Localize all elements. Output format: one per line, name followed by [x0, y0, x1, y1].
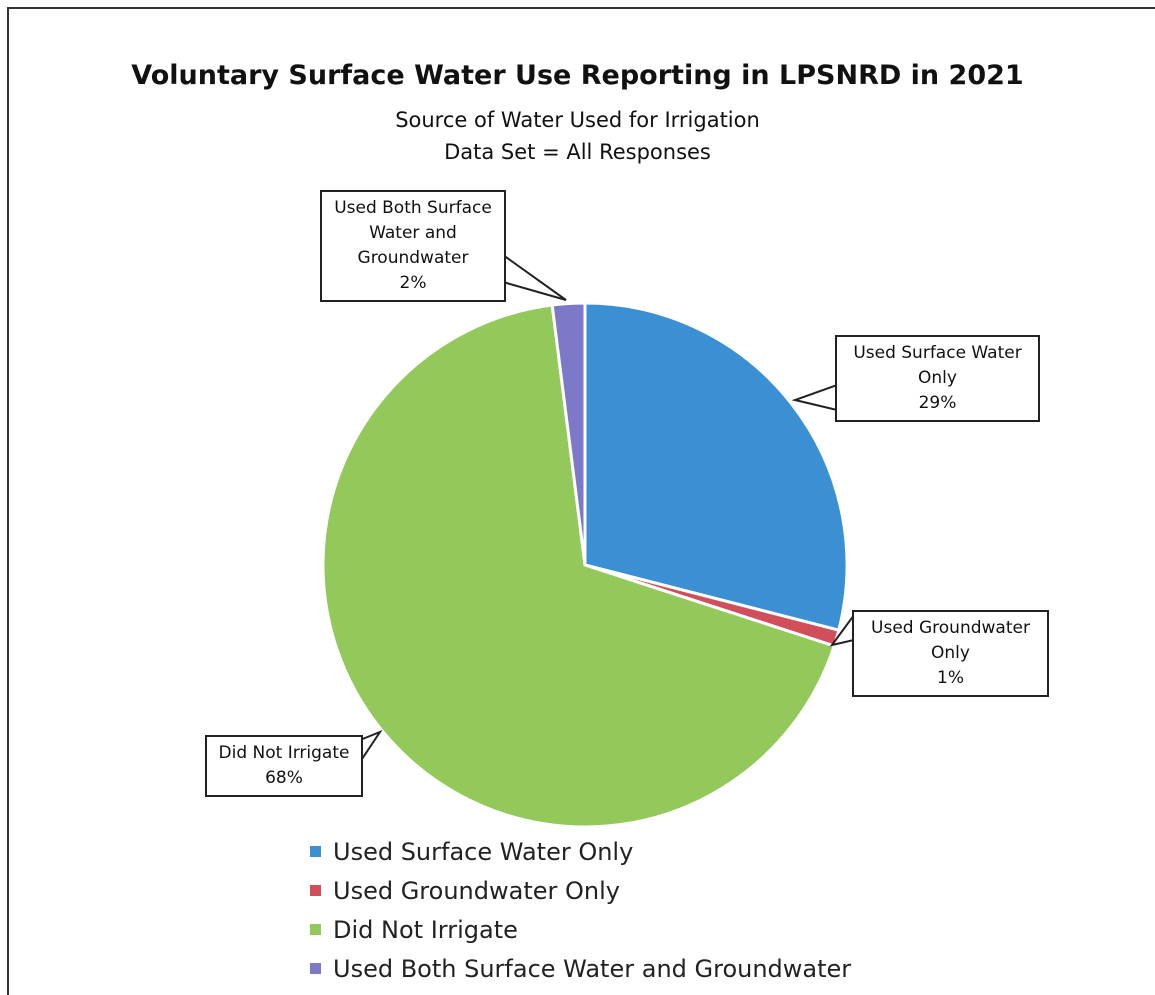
legend-item: Did Not Irrigate [310, 916, 518, 944]
callout-pointer [791, 383, 838, 412]
pie-slice [583, 301, 849, 632]
data-label: Used Groundwater Only 1% [852, 610, 1049, 697]
chart-title: Voluntary Surface Water Use Reporting in… [131, 60, 1024, 91]
legend-swatch [310, 884, 321, 896]
callout-pointer [359, 729, 383, 766]
label-category: Did Not Irrigate [218, 743, 350, 763]
legend-item: Used Surface Water Only [310, 838, 633, 866]
chart-subtitle: Source of Water Used for Irrigation [395, 108, 760, 132]
pie-slice [321, 303, 837, 829]
label-category: Used Both Surface Water and Groundwater [334, 198, 492, 268]
pie-slice [550, 301, 587, 566]
legend-label: Used Groundwater Only [333, 877, 620, 905]
label-value: 29% [918, 393, 957, 413]
callout-pointer [502, 253, 567, 301]
legend-item: Used Groundwater Only [310, 877, 620, 905]
label-category: Used Surface Water Only [853, 343, 1022, 388]
legend-swatch [310, 962, 321, 974]
chart-subtitle: Data Set = All Responses [444, 140, 711, 164]
legend-item: Used Both Surface Water and Groundwater [310, 955, 851, 983]
label-value: 68% [265, 768, 303, 788]
legend-label: Used Surface Water Only [333, 838, 634, 866]
data-label: Used Surface Water Only 29% [835, 335, 1040, 422]
legend-swatch [310, 845, 321, 857]
data-label: Did Not Irrigate 68% [205, 735, 363, 797]
legend-swatch [310, 923, 321, 935]
label-category: Used Groundwater Only [871, 618, 1030, 663]
legend-label: Did Not Irrigate [333, 916, 518, 944]
frame [7, 7, 1155, 995]
label-value: 2% [399, 273, 427, 293]
legend-label: Used Both Surface Water and Groundwater [333, 955, 852, 983]
label-value: 1% [937, 668, 964, 688]
data-label: Used Both Surface Water and Groundwater 2… [320, 190, 506, 302]
